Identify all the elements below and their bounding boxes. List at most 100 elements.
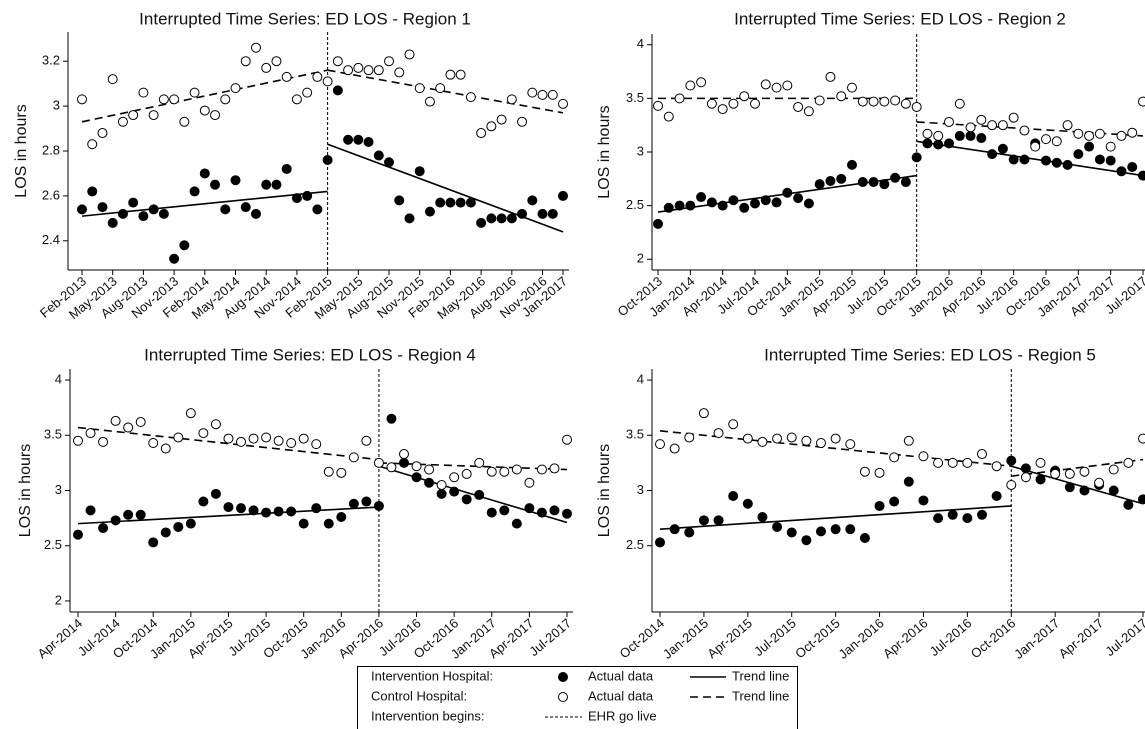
x-tick-label: Oct-2014 bbox=[617, 615, 668, 661]
actual-point bbox=[386, 413, 397, 424]
actual-point bbox=[859, 532, 870, 543]
y-tick-label: 2.6 bbox=[42, 187, 60, 202]
actual-point bbox=[158, 208, 169, 219]
x-tick-label: Apr-2017 bbox=[1056, 615, 1107, 661]
control-point bbox=[361, 435, 372, 446]
actual-point bbox=[1138, 170, 1145, 181]
actual-point bbox=[717, 200, 728, 211]
control-point bbox=[713, 428, 724, 439]
actual-point bbox=[1051, 157, 1062, 168]
control-point bbox=[302, 87, 313, 98]
actual-point bbox=[77, 204, 87, 215]
actual-point bbox=[179, 240, 190, 251]
control-point bbox=[160, 443, 171, 454]
actual-point bbox=[918, 495, 929, 506]
trend-line bbox=[77, 506, 379, 525]
actual-point bbox=[674, 200, 685, 211]
control-point bbox=[1094, 128, 1105, 139]
y-tick-label: 4 bbox=[637, 36, 644, 51]
control-point bbox=[1138, 96, 1145, 107]
actual-point bbox=[655, 537, 665, 548]
trend-line bbox=[327, 69, 564, 114]
actual-point bbox=[558, 190, 568, 201]
control-point bbox=[944, 116, 954, 127]
actual-point bbox=[511, 518, 522, 529]
y-axis-label: LOS in hours bbox=[596, 105, 613, 198]
control-point bbox=[373, 65, 384, 76]
y-tick-label: 2 bbox=[55, 592, 62, 607]
actual-point bbox=[198, 496, 209, 507]
x-tick-label: Jul-2017 bbox=[1102, 615, 1145, 659]
control-point bbox=[169, 94, 180, 105]
control-point bbox=[189, 87, 200, 98]
control-point bbox=[947, 457, 958, 468]
control-point bbox=[1127, 127, 1138, 138]
control-point bbox=[373, 457, 384, 468]
control-point bbox=[1105, 141, 1116, 152]
control-point bbox=[77, 94, 87, 105]
actual-point bbox=[281, 163, 292, 174]
actual-point bbox=[663, 202, 674, 213]
trend-line bbox=[1011, 465, 1144, 505]
actual-point bbox=[1064, 482, 1075, 493]
actual-point bbox=[363, 137, 374, 148]
control-point bbox=[476, 128, 487, 139]
chart-title: Interrupted Time Series: ED LOS - Region… bbox=[139, 9, 471, 28]
control-point bbox=[1073, 128, 1084, 139]
control-point bbox=[135, 417, 146, 428]
actual-point bbox=[85, 505, 96, 516]
x-tick-label: Jul-2016 bbox=[927, 615, 975, 659]
control-point bbox=[962, 457, 973, 468]
actual-point bbox=[135, 509, 146, 520]
control-point bbox=[449, 472, 460, 483]
y-tick-label: 3 bbox=[55, 482, 62, 497]
control-point bbox=[801, 435, 812, 446]
actual-point bbox=[404, 213, 415, 224]
control-point bbox=[240, 56, 251, 67]
control-point bbox=[558, 98, 568, 109]
x-tick-label: Oct-2015 bbox=[792, 615, 843, 661]
control-point bbox=[281, 71, 292, 82]
control-point bbox=[1035, 457, 1046, 468]
control-point bbox=[128, 110, 139, 121]
control-point bbox=[230, 83, 241, 94]
y-tick-label: 2.5 bbox=[44, 537, 62, 552]
control-point bbox=[830, 433, 841, 444]
legend-symbol bbox=[558, 672, 568, 682]
control-point bbox=[250, 42, 261, 53]
control-point bbox=[874, 467, 885, 478]
control-point bbox=[291, 94, 302, 105]
control-point bbox=[486, 466, 497, 477]
control-point bbox=[198, 428, 209, 439]
control-point bbox=[223, 433, 234, 444]
actual-point bbox=[739, 202, 750, 213]
actual-point bbox=[977, 509, 987, 520]
control-point bbox=[486, 121, 497, 132]
y-axis-label: LOS in hours bbox=[17, 444, 34, 537]
actual-point bbox=[445, 197, 456, 208]
y-tick-label: 3.5 bbox=[44, 427, 62, 442]
control-point bbox=[414, 83, 425, 94]
y-axis-label: LOS in hours bbox=[596, 444, 613, 537]
actual-point bbox=[782, 187, 793, 198]
control-point bbox=[669, 443, 680, 454]
control-point bbox=[173, 432, 184, 443]
control-point bbox=[158, 94, 169, 105]
actual-point bbox=[816, 526, 826, 537]
control-point bbox=[1116, 130, 1127, 141]
actual-point bbox=[536, 507, 547, 518]
actual-point bbox=[499, 505, 510, 516]
actual-point bbox=[547, 208, 558, 219]
actual-point bbox=[117, 208, 128, 219]
x-tick-label: Jan-2015 bbox=[660, 615, 711, 661]
legend-text: Trend line bbox=[732, 668, 789, 683]
control-point bbox=[549, 463, 560, 474]
control-point bbox=[1123, 457, 1134, 468]
y-tick-label: 2.5 bbox=[626, 537, 644, 552]
actual-point bbox=[825, 175, 836, 186]
control-point bbox=[1050, 468, 1061, 479]
actual-point bbox=[803, 198, 814, 209]
actual-point bbox=[965, 130, 976, 141]
control-point bbox=[85, 428, 96, 439]
actual-point bbox=[549, 505, 560, 516]
